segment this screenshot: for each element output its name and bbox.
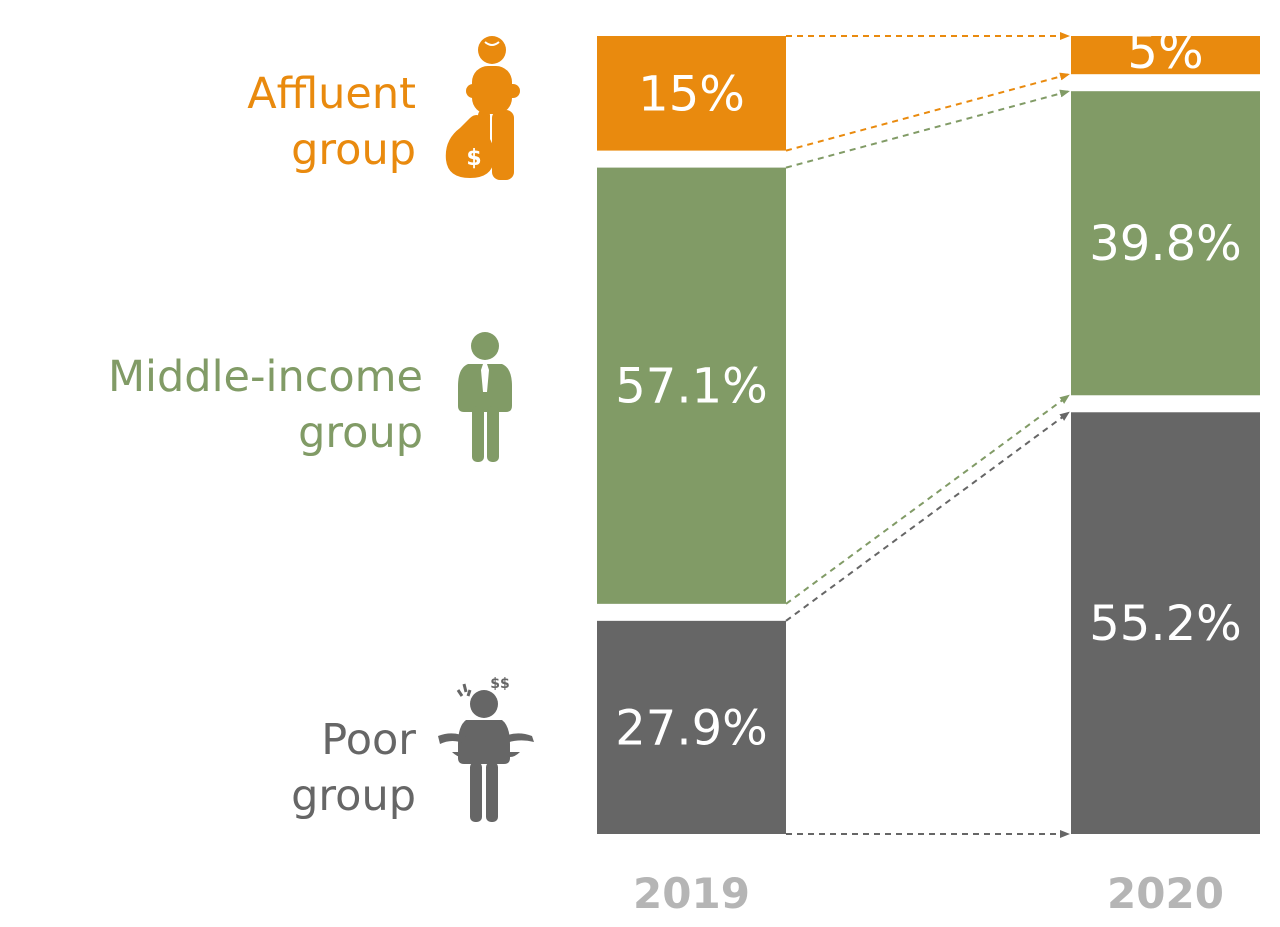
group-label-affluent-line2: group — [291, 125, 416, 175]
affluent-person-money-bag-icon: $ — [445, 36, 520, 180]
poor-person-empty-pockets-icon: $$ — [438, 676, 534, 822]
bar-value-label-affluent-2019: 15% — [638, 66, 745, 122]
bar-affluent-2019 — [597, 36, 786, 151]
bar-affluent-2020 — [1071, 36, 1260, 75]
group-label-middle-line1: Middle-income — [108, 352, 423, 402]
connector-middle-top — [785, 89, 1070, 169]
bar-value-label-middle-2019: 57.1% — [615, 359, 767, 415]
group-label-poor-line1: Poor — [321, 715, 416, 765]
bar-value-label-affluent-2020: 5% — [1127, 24, 1203, 80]
connector-affluent-bottom — [785, 72, 1070, 152]
bar-value-label-poor-2019: 27.9% — [615, 700, 767, 756]
connector-arrows — [785, 32, 1070, 838]
svg-text:$: $ — [466, 146, 481, 171]
businessman-icon — [458, 332, 512, 462]
connector-poor-top — [785, 411, 1070, 622]
connector-middle-bottom — [785, 394, 1070, 605]
bar-poor-2019 — [597, 620, 786, 834]
group-labels-layer: Affluent group Middle-income group Poor group — [108, 69, 423, 821]
bars-layer — [597, 36, 1260, 834]
bar-middle-2020 — [1071, 91, 1260, 396]
x-tick-label-2019: 2019 — [633, 869, 750, 918]
bar-poor-2020 — [1071, 412, 1260, 834]
bar-middle-2019 — [597, 167, 786, 604]
year-labels-layer: 2019 2020 — [633, 869, 1224, 918]
bar-labels-layer: 15% 57.1% 27.9% 5% 39.8% 55.2% — [615, 24, 1241, 756]
group-label-poor-line2: group — [291, 771, 416, 821]
x-tick-label-2020: 2020 — [1107, 869, 1224, 918]
group-label-middle-line2: group — [298, 408, 423, 458]
group-label-affluent-line1: Affluent — [247, 69, 416, 119]
bar-value-label-middle-2020: 39.8% — [1089, 216, 1241, 272]
bar-value-label-poor-2020: 55.2% — [1089, 596, 1241, 652]
svg-text:$$: $$ — [490, 676, 509, 692]
